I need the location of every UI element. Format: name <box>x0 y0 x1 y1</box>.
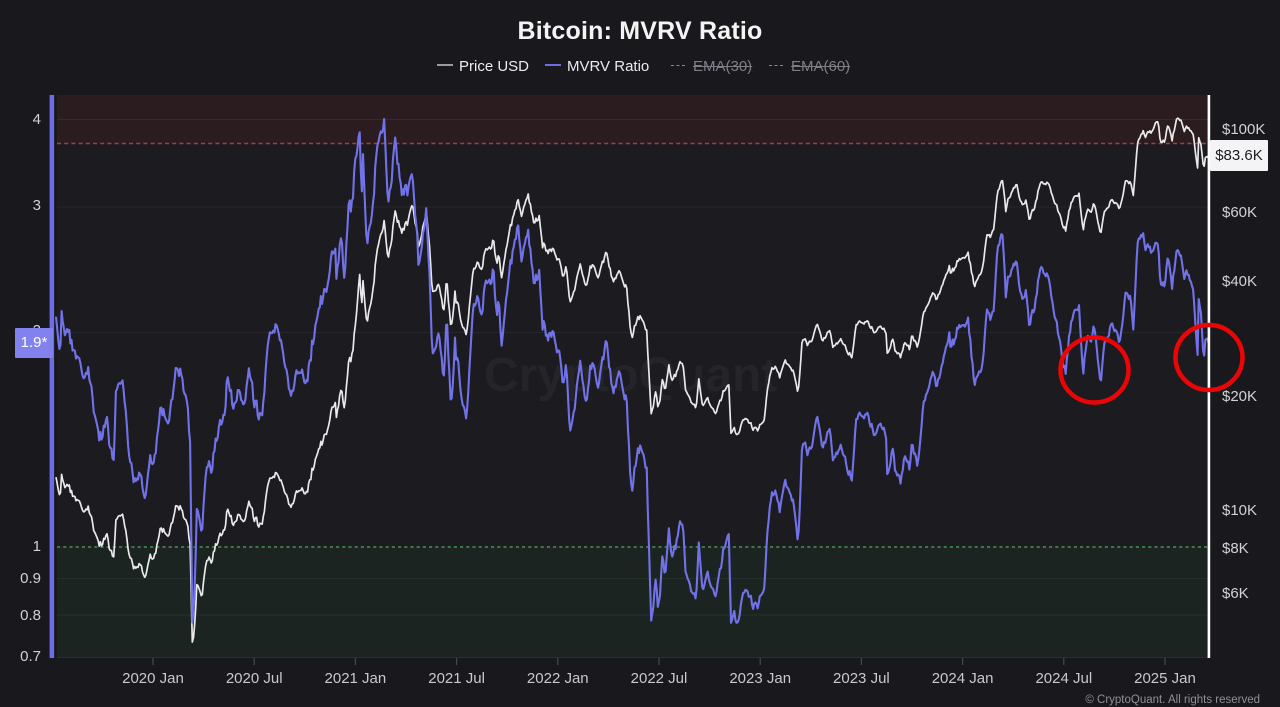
svg-text:CryptoQuant: CryptoQuant <box>484 349 777 402</box>
